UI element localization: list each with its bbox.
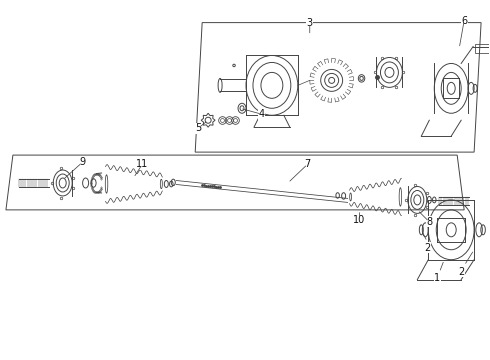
Text: 11: 11 bbox=[136, 159, 148, 169]
Bar bbox=[475, 44, 489, 54]
Text: 9: 9 bbox=[79, 157, 86, 167]
Text: 7: 7 bbox=[305, 159, 311, 169]
Text: 1: 1 bbox=[434, 273, 441, 283]
Text: 8: 8 bbox=[426, 217, 432, 227]
Text: 2: 2 bbox=[424, 243, 430, 253]
Text: 5: 5 bbox=[195, 123, 201, 133]
Text: 3: 3 bbox=[307, 18, 313, 28]
Text: 10: 10 bbox=[353, 215, 366, 225]
Text: 4: 4 bbox=[259, 109, 265, 119]
Text: 2: 2 bbox=[458, 267, 465, 276]
Text: 6: 6 bbox=[461, 15, 467, 26]
